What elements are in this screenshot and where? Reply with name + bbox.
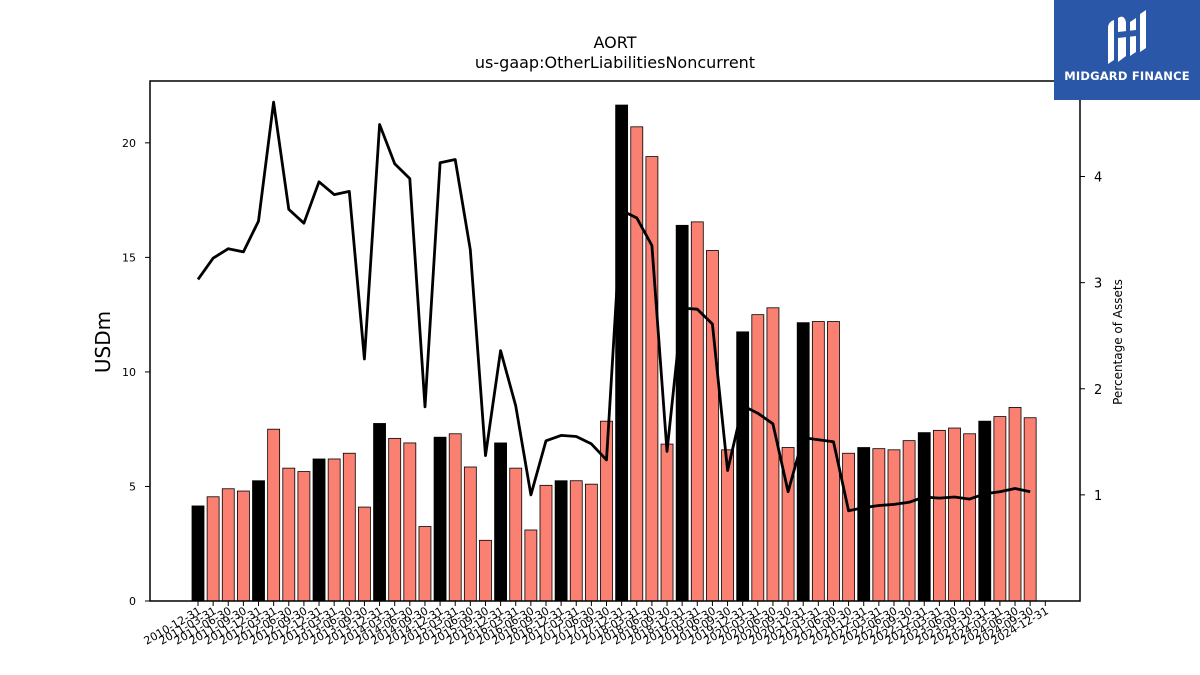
bar-2014-12-31	[433, 436, 447, 602]
bar-2012-06-30	[282, 467, 296, 602]
y-axis-label: USDm	[91, 311, 115, 373]
bar-2012-03-31	[267, 428, 281, 602]
bar-2011-06-30	[221, 488, 235, 602]
bar-2016-09-30	[539, 484, 553, 602]
bar-2016-12-31	[554, 480, 568, 602]
bar-2014-09-30	[418, 526, 432, 602]
bar-2019-03-31	[690, 221, 704, 602]
bar-2017-06-30	[584, 483, 598, 602]
bar-2012-09-30	[297, 471, 311, 602]
bar-2024-06-30	[1008, 407, 1022, 602]
bar-2022-12-31	[917, 432, 931, 602]
bar-2024-03-31	[993, 416, 1007, 602]
bar-2022-06-30	[887, 449, 901, 602]
bar-2015-09-30	[479, 539, 492, 602]
bar-2018-12-31	[675, 224, 689, 602]
bar-2011-09-30	[236, 490, 250, 602]
y2-axis-label: Percentage of Assets	[1111, 279, 1125, 405]
bar-2016-03-31	[509, 467, 523, 602]
y-tick-label: 20	[122, 137, 136, 150]
bar-2013-06-30	[342, 452, 356, 602]
bar-2017-12-31	[615, 104, 629, 602]
bar-2015-03-31	[448, 433, 462, 602]
bar-2019-12-31	[736, 331, 750, 602]
bar-2024-09-30	[1023, 417, 1037, 602]
bar-2015-12-31	[494, 442, 508, 602]
midgard-logo-icon	[1108, 10, 1146, 64]
y-tick-label: 10	[122, 366, 136, 379]
y-tick-label: 0	[129, 595, 136, 608]
bar-2016-06-30	[524, 529, 538, 602]
bar-2021-09-30	[842, 452, 855, 602]
bar-2019-06-30	[706, 250, 719, 602]
bar-2013-09-30	[358, 506, 371, 602]
bar-2018-06-30	[645, 156, 659, 602]
bar-2023-09-30	[963, 433, 977, 602]
y-tick-label: 5	[129, 480, 136, 493]
percentage-line	[196, 100, 1031, 513]
bar-2019-09-30	[721, 449, 734, 602]
midgard-finance-logo: MIDGARD FINANCE	[1054, 0, 1200, 100]
bar-2022-09-30	[902, 440, 916, 602]
bar-2021-03-31	[811, 321, 825, 602]
chart-title: AORT	[594, 33, 637, 52]
bar-2013-03-31	[327, 458, 341, 602]
bar-2017-03-31	[569, 480, 583, 602]
plot-frame	[149, 80, 1081, 602]
bar-2012-12-31	[312, 458, 326, 602]
bar-2018-03-31	[630, 126, 644, 602]
bar-2023-06-30	[948, 427, 961, 602]
bar-2018-09-30	[660, 443, 674, 602]
y2-tick-label: 3	[1094, 277, 1102, 292]
bar-2011-03-31	[206, 496, 220, 602]
bar-2020-06-30	[766, 307, 780, 602]
bar-2010-12-31	[191, 505, 205, 602]
bar-2015-06-30	[463, 466, 477, 602]
bar-2011-12-31	[252, 480, 265, 602]
bar-2023-03-31	[932, 429, 946, 602]
chart-subtitle: us-gaap:OtherLiabilitiesNoncurrent	[475, 53, 755, 72]
bar-2022-03-31	[872, 448, 886, 602]
line-layer	[196, 100, 1031, 513]
bar-2014-03-31	[388, 437, 402, 602]
bar-2023-12-31	[978, 420, 992, 602]
y2-tick-label: 1	[1094, 489, 1102, 504]
bar-2013-12-31	[373, 423, 386, 602]
bar-2020-12-31	[796, 322, 810, 602]
bar-2014-06-30	[403, 442, 417, 602]
y-tick-label: 15	[122, 251, 136, 264]
y2-tick-label: 4	[1094, 171, 1102, 186]
bar-2021-12-31	[857, 447, 871, 602]
bar-2020-03-31	[751, 314, 765, 602]
logo-text: MIDGARD FINANCE	[1064, 69, 1190, 83]
y2-tick-label: 2	[1094, 383, 1102, 398]
